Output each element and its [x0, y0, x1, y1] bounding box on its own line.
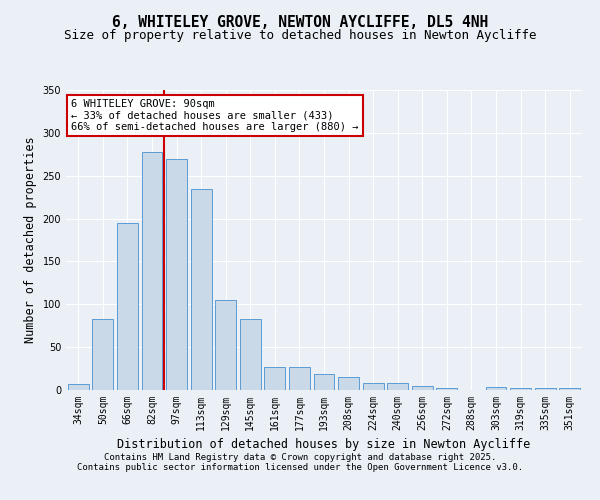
Bar: [215, 300, 236, 390]
Text: Size of property relative to detached houses in Newton Aycliffe: Size of property relative to detached ho…: [64, 28, 536, 42]
Bar: [68, 384, 89, 390]
Bar: [436, 388, 457, 390]
Bar: [191, 188, 212, 390]
Bar: [166, 158, 187, 390]
X-axis label: Distribution of detached houses by size in Newton Aycliffe: Distribution of detached houses by size …: [118, 438, 530, 452]
Bar: [387, 383, 408, 390]
Text: 6 WHITELEY GROVE: 90sqm
← 33% of detached houses are smaller (433)
66% of semi-d: 6 WHITELEY GROVE: 90sqm ← 33% of detache…: [71, 99, 359, 132]
Bar: [240, 319, 261, 390]
Bar: [142, 152, 163, 390]
Y-axis label: Number of detached properties: Number of detached properties: [24, 136, 37, 344]
Bar: [314, 374, 334, 390]
Bar: [559, 388, 580, 390]
Text: Contains HM Land Registry data © Crown copyright and database right 2025.: Contains HM Land Registry data © Crown c…: [104, 453, 496, 462]
Bar: [510, 388, 531, 390]
Bar: [412, 386, 433, 390]
Bar: [289, 367, 310, 390]
Text: 6, WHITELEY GROVE, NEWTON AYCLIFFE, DL5 4NH: 6, WHITELEY GROVE, NEWTON AYCLIFFE, DL5 …: [112, 15, 488, 30]
Bar: [92, 319, 113, 390]
Text: Contains public sector information licensed under the Open Government Licence v3: Contains public sector information licen…: [77, 463, 523, 472]
Bar: [362, 383, 383, 390]
Bar: [265, 367, 286, 390]
Bar: [117, 223, 138, 390]
Bar: [485, 386, 506, 390]
Bar: [535, 388, 556, 390]
Bar: [338, 377, 359, 390]
